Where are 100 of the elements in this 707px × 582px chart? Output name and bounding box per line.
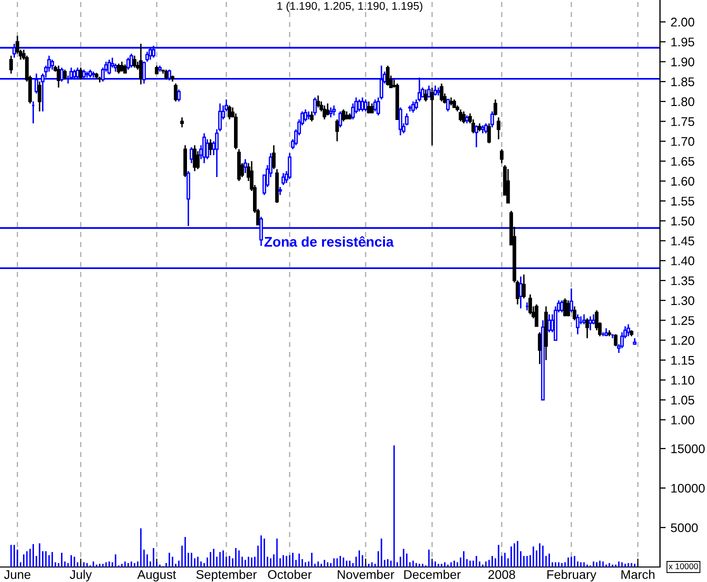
candlestick — [313, 96, 317, 116]
candlestick — [500, 148, 504, 164]
candlestick — [446, 98, 450, 112]
candlestick — [208, 138, 212, 156]
x-tick-label: November — [338, 570, 394, 579]
y-tick-label: 1.35 — [671, 276, 694, 286]
y-tick-label: 1.05 — [671, 396, 694, 405]
candlestick — [614, 334, 618, 347]
candlestick — [364, 98, 368, 112]
candlestick — [474, 124, 478, 148]
candlestick — [424, 88, 428, 102]
candlestick — [490, 110, 494, 128]
x-tick-label: August — [137, 570, 176, 582]
y2-tick-label: 5000 — [670, 523, 698, 532]
x-tick-label: June — [4, 570, 30, 579]
candlestick — [272, 144, 276, 170]
x-tick-label: March — [622, 570, 654, 579]
candlestick — [576, 314, 580, 335]
candlestick — [496, 116, 500, 140]
candlestick — [494, 98, 498, 116]
y-tick-label: 1.10 — [671, 376, 694, 385]
candlestick — [120, 60, 124, 72]
candlestick — [534, 304, 538, 327]
y2-tick-label: 10000 — [671, 484, 705, 493]
candlestick — [190, 146, 194, 164]
y-tick-label: 1.60 — [671, 176, 694, 186]
x-tick-label: February — [547, 570, 596, 582]
candlestick — [563, 298, 567, 318]
candlestick — [440, 82, 444, 102]
y-tick-label: 1.85 — [671, 77, 694, 86]
y-tick-label: 1.45 — [671, 236, 694, 246]
chart-title: 1 (1.190, 1.205, 1.190, 1.195) — [277, 2, 422, 12]
candlestick — [180, 116, 184, 128]
candlestick — [244, 158, 248, 174]
y-tick-label: 1.50 — [671, 216, 694, 226]
y-tick-label: 1.70 — [671, 137, 694, 146]
annotation: Zona de resistência — [264, 236, 394, 247]
text: x 10000 — [668, 563, 698, 570]
candlestick — [572, 306, 576, 321]
candlestick — [370, 102, 374, 114]
candlestick — [592, 314, 596, 325]
candlestick — [585, 318, 590, 339]
candlestick — [626, 324, 630, 337]
candlestick — [326, 102, 330, 116]
x-tick-label: December — [404, 570, 461, 579]
candlestick — [582, 314, 586, 325]
x-tick-label: October — [268, 570, 312, 579]
candlestick — [458, 108, 462, 122]
candlestick — [342, 108, 346, 122]
y2-tick-label: 15000 — [671, 444, 705, 454]
candlestick — [202, 132, 206, 164]
candlestick — [360, 96, 364, 112]
candlestick — [38, 80, 42, 112]
candlestick — [427, 84, 431, 98]
candlestick — [322, 104, 326, 120]
candlestick — [338, 110, 342, 128]
candlestick — [288, 152, 292, 180]
candlestick — [56, 64, 60, 88]
candlestick — [316, 94, 320, 108]
candlestick — [132, 55, 136, 68]
candlestick — [281, 172, 286, 186]
candlestick — [566, 300, 570, 318]
candlestick — [487, 122, 491, 144]
candlestick — [304, 108, 308, 122]
candlestick — [50, 58, 54, 70]
y-tick-label: 1.80 — [671, 97, 694, 106]
candlestick — [506, 168, 510, 204]
y-tick-label: 1.90 — [671, 57, 694, 66]
candlestick — [174, 82, 178, 102]
candlestick — [433, 84, 438, 96]
y-tick-label: 1.30 — [671, 296, 694, 306]
candlestick — [588, 316, 592, 331]
candlestick — [430, 86, 434, 146]
candlestick — [63, 68, 67, 80]
y-tick-label: 1.00 — [671, 416, 694, 424]
candlestick — [335, 118, 339, 142]
y-tick-label: 1.65 — [671, 156, 694, 166]
y-tick-label: 1.40 — [671, 256, 694, 266]
candlestick — [462, 110, 466, 124]
candlestick — [570, 288, 574, 314]
candlestick — [177, 88, 181, 102]
candlestick — [528, 294, 532, 316]
candlestick — [411, 100, 415, 114]
candlestick — [484, 122, 488, 134]
candlestick — [228, 104, 232, 120]
candlestick — [332, 104, 336, 116]
candlestick — [126, 57, 130, 70]
candlestick — [398, 106, 402, 136]
y-tick-label: 1.15 — [671, 356, 694, 365]
candlestick — [328, 106, 333, 118]
x-tick-label: July — [70, 570, 92, 582]
candlestick — [522, 274, 526, 300]
candlestick — [310, 110, 314, 122]
y-tick-label: 1.95 — [671, 38, 694, 46]
x-tick-label: 2008 — [488, 570, 516, 579]
candlestick — [9, 55, 13, 74]
y-tick-label: 1.75 — [671, 117, 694, 126]
x-tick-label: September — [196, 570, 257, 582]
candlestick — [107, 58, 112, 76]
y-tick-label: 1.55 — [671, 196, 694, 206]
